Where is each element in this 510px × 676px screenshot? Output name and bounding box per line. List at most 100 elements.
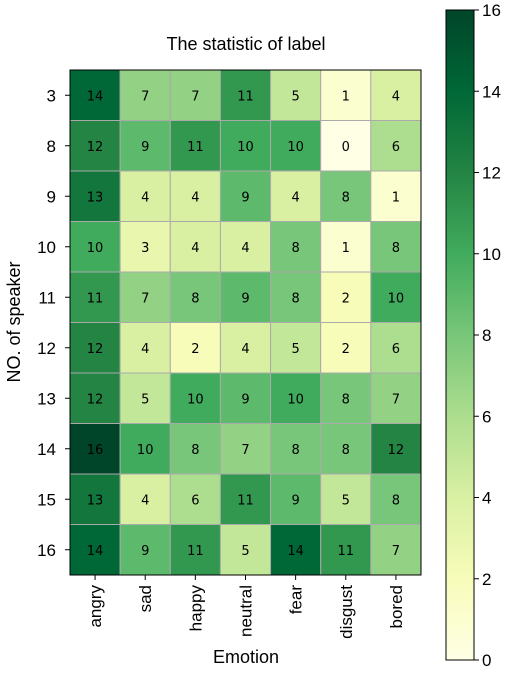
heatmap-cell bbox=[119, 221, 171, 273]
cell-value-label: 4 bbox=[191, 190, 199, 205]
cell-value-label: 6 bbox=[392, 342, 400, 357]
heatmap-cell bbox=[169, 120, 221, 172]
y-tick-label: 15 bbox=[37, 490, 56, 509]
colorbar-tick-label: 16 bbox=[482, 1, 501, 20]
x-tick-label: fear bbox=[287, 585, 306, 615]
cell-value-label: 12 bbox=[87, 392, 104, 407]
cell-value-label: 14 bbox=[87, 544, 104, 559]
cell-value-label: 8 bbox=[191, 291, 199, 306]
heatmap-cell bbox=[370, 221, 422, 273]
y-tick-label: 13 bbox=[37, 389, 56, 408]
x-tick-label: angry bbox=[86, 585, 105, 628]
heatmap-cell bbox=[370, 322, 422, 374]
heatmap-cell bbox=[119, 69, 171, 121]
x-axis-label: Emotion bbox=[213, 647, 279, 667]
cell-value-label: 8 bbox=[342, 392, 350, 407]
x-tick-label: bored bbox=[387, 585, 406, 628]
cell-value-label: 4 bbox=[392, 89, 400, 104]
cell-value-label: 1 bbox=[342, 89, 350, 104]
heatmap-cell bbox=[270, 170, 322, 222]
cell-value-label: 4 bbox=[191, 241, 199, 256]
heatmap-cell bbox=[169, 170, 221, 222]
colorbar-tick-label: 10 bbox=[482, 245, 501, 264]
cell-value-label: 11 bbox=[87, 291, 104, 306]
heatmap-cell bbox=[169, 473, 221, 525]
cell-value-label: 6 bbox=[392, 140, 400, 155]
cell-value-label: 2 bbox=[342, 342, 350, 357]
heatmap-cell bbox=[370, 372, 422, 424]
heatmap-cell bbox=[270, 524, 322, 576]
cell-value-label: 10 bbox=[287, 140, 304, 155]
y-tick-label: 14 bbox=[37, 440, 56, 459]
y-tick-label: 16 bbox=[37, 541, 56, 560]
cell-value-label: 9 bbox=[141, 140, 149, 155]
cell-value-label: 11 bbox=[187, 544, 204, 559]
heatmap-cell bbox=[69, 423, 121, 475]
cell-value-label: 8 bbox=[291, 291, 299, 306]
cell-value-label: 2 bbox=[342, 291, 350, 306]
heatmap-cell-labels: 14 7 7 11 5 1 412 9 11 10 10 0 613 4 4 9 4 8 110 3 4 4 8 1 811 7 8… bbox=[87, 89, 404, 559]
cell-value-label: 13 bbox=[87, 493, 104, 508]
heatmap-cell bbox=[119, 170, 171, 222]
cell-value-label: 13 bbox=[87, 190, 104, 205]
x-tick-label: disgust bbox=[337, 585, 356, 639]
heatmap-cell bbox=[270, 120, 322, 172]
cell-value-label: 5 bbox=[291, 89, 299, 104]
heatmap-cell bbox=[270, 322, 322, 374]
cell-value-label: 4 bbox=[141, 190, 149, 205]
colorbar-tick-label: 4 bbox=[482, 489, 491, 508]
x-tick-label: neutral bbox=[236, 585, 255, 637]
colorbar-tick-label: 8 bbox=[482, 326, 491, 345]
cell-value-label: 0 bbox=[342, 140, 350, 155]
heatmap-cell bbox=[219, 423, 272, 475]
cell-value-label: 4 bbox=[141, 342, 149, 357]
cell-value-label: 9 bbox=[241, 190, 249, 205]
heatmap-cell bbox=[169, 271, 221, 323]
cell-value-label: 12 bbox=[388, 443, 405, 458]
cell-value-label: 11 bbox=[237, 493, 254, 508]
cell-value-label: 7 bbox=[141, 291, 149, 306]
cell-value-label: 10 bbox=[237, 140, 254, 155]
cell-value-label: 9 bbox=[291, 493, 299, 508]
cell-value-label: 9 bbox=[241, 291, 249, 306]
heatmap-cell bbox=[219, 372, 272, 424]
heatmap-cell bbox=[270, 372, 322, 424]
cell-value-label: 10 bbox=[87, 241, 104, 256]
cell-value-label: 7 bbox=[141, 89, 149, 104]
cell-value-label: 7 bbox=[392, 392, 400, 407]
heatmap-cell bbox=[320, 221, 372, 273]
x-tick-label: happy bbox=[186, 585, 205, 632]
heatmap-cell bbox=[69, 69, 121, 121]
heatmap-cell bbox=[69, 372, 121, 424]
cell-value-label: 16 bbox=[87, 443, 104, 458]
colorbar-tick-label: 14 bbox=[482, 82, 501, 101]
heatmap-cell bbox=[219, 322, 272, 374]
colorbar bbox=[445, 9, 475, 661]
cell-value-label: 4 bbox=[141, 493, 149, 508]
heatmap-cell bbox=[370, 423, 422, 475]
heatmap-cell bbox=[69, 221, 121, 273]
cell-value-label: 11 bbox=[237, 89, 254, 104]
heatmap-cell bbox=[119, 322, 171, 374]
cell-value-label: 8 bbox=[191, 443, 199, 458]
cell-value-label: 5 bbox=[241, 544, 249, 559]
y-tick-label: 11 bbox=[38, 288, 56, 307]
y-axis-label: NO. of speaker bbox=[4, 261, 24, 382]
cell-value-label: 10 bbox=[187, 392, 204, 407]
x-axis: angry sad happy neutral fear disgust bored bbox=[86, 575, 406, 639]
heatmap-cell bbox=[320, 423, 372, 475]
cell-value-label: 1 bbox=[342, 241, 350, 256]
heatmap-cell bbox=[320, 372, 372, 424]
cell-value-label: 7 bbox=[191, 89, 199, 104]
cell-value-label: 12 bbox=[87, 140, 104, 155]
cell-value-label: 4 bbox=[291, 190, 299, 205]
cell-value-label: 8 bbox=[291, 241, 299, 256]
cell-value-label: 5 bbox=[141, 392, 149, 407]
y-tick-label: 8 bbox=[47, 137, 56, 156]
y-tick-label: 10 bbox=[37, 238, 56, 257]
heatmap-cell bbox=[370, 120, 422, 172]
cell-value-label: 9 bbox=[141, 544, 149, 559]
x-tick-label: sad bbox=[136, 585, 155, 612]
